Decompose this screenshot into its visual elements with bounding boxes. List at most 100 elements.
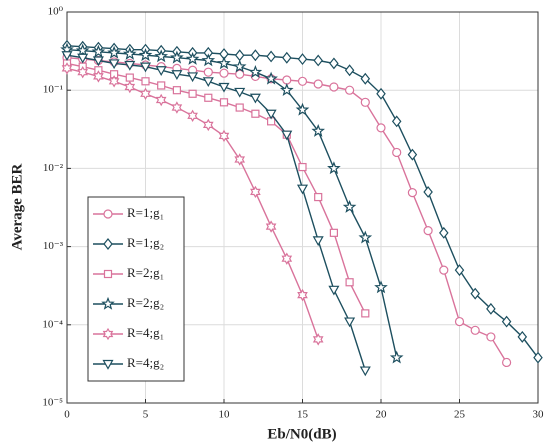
marker (360, 97, 370, 107)
marker (391, 115, 402, 128)
marker (203, 67, 213, 77)
marker (313, 54, 323, 67)
marker (376, 87, 386, 100)
y-tick-label: 10⁻³ (43, 240, 64, 252)
legend-label: R=1;g₁ (127, 205, 164, 220)
marker (282, 75, 292, 85)
marker (91, 44, 106, 58)
marker (154, 49, 169, 63)
marker (188, 89, 197, 98)
marker (502, 357, 512, 368)
marker (312, 236, 324, 247)
marker (439, 226, 449, 239)
x-tick-label: 0 (64, 409, 70, 421)
marker (314, 192, 323, 202)
legend-box (87, 196, 185, 382)
series-line (66, 49, 398, 358)
marker (217, 56, 231, 70)
marker (470, 325, 480, 335)
marker (77, 53, 89, 64)
y-tick-label: 10⁻⁴ (42, 318, 63, 330)
marker (359, 366, 371, 377)
marker (103, 269, 113, 279)
marker (298, 162, 307, 172)
marker (102, 359, 114, 370)
marker (265, 220, 277, 233)
marker (389, 350, 404, 364)
x-tick-label: 15 (297, 409, 309, 421)
legend-label: R=2;g₁ (127, 265, 164, 280)
marker (103, 209, 113, 219)
marker (187, 72, 199, 83)
marker (139, 62, 152, 73)
marker (313, 79, 323, 89)
marker (234, 153, 246, 166)
marker (407, 148, 418, 161)
marker (281, 130, 293, 141)
marker (297, 53, 308, 66)
marker (170, 50, 184, 64)
marker (486, 302, 496, 315)
marker (297, 76, 308, 86)
marker (361, 309, 370, 318)
x-axis-label: Eb/N0(dB) (267, 426, 336, 442)
legend-label: R=2;g₂ (127, 295, 164, 310)
x-tick-label: 30 (533, 409, 545, 421)
marker (439, 265, 449, 275)
marker (249, 93, 261, 104)
marker (108, 59, 120, 70)
marker (234, 49, 245, 62)
marker (77, 66, 89, 79)
marker (219, 98, 229, 107)
marker (122, 46, 137, 60)
marker (374, 280, 388, 294)
marker (61, 62, 73, 75)
marker (344, 317, 356, 328)
marker (93, 70, 104, 83)
plot-frame (66, 11, 539, 404)
marker (501, 315, 512, 328)
marker (218, 129, 230, 143)
marker (342, 199, 357, 213)
marker (297, 288, 308, 302)
marker (329, 82, 339, 92)
marker (250, 185, 261, 199)
marker (61, 51, 73, 61)
marker (360, 72, 371, 85)
marker (107, 45, 121, 59)
y-tick-label: 10⁻¹ (43, 84, 63, 96)
marker (171, 101, 183, 114)
marker (265, 109, 277, 120)
marker (345, 85, 355, 95)
marker (140, 87, 151, 101)
marker (358, 230, 373, 244)
legend-label: R=4;g₂ (127, 355, 164, 370)
marker (407, 188, 417, 198)
marker (124, 80, 136, 94)
marker (108, 75, 120, 88)
marker (102, 327, 114, 341)
legend: R=1;g₁ R=1;g₂ R=2;g₁ R=2;g₂ R=4;g₁ R=4;g₂ (87, 196, 185, 382)
marker (141, 77, 150, 86)
marker (219, 68, 229, 78)
y-tick-label: 10⁻⁵ (42, 397, 63, 409)
legend-label: R=1;g₂ (127, 235, 164, 250)
marker (75, 43, 90, 57)
marker (235, 69, 245, 79)
marker (103, 238, 113, 250)
y-axis-label: Average BER (9, 163, 25, 250)
marker (296, 184, 309, 195)
marker (454, 264, 465, 277)
marker (264, 71, 278, 85)
marker (282, 51, 292, 64)
marker (423, 226, 433, 236)
marker (250, 49, 261, 62)
marker (155, 66, 167, 76)
y-tick-label: 10⁻² (43, 162, 64, 174)
marker (235, 103, 244, 112)
x-tick-label: 5 (143, 409, 149, 421)
marker (266, 50, 276, 63)
marker (171, 70, 183, 80)
marker (248, 65, 263, 78)
